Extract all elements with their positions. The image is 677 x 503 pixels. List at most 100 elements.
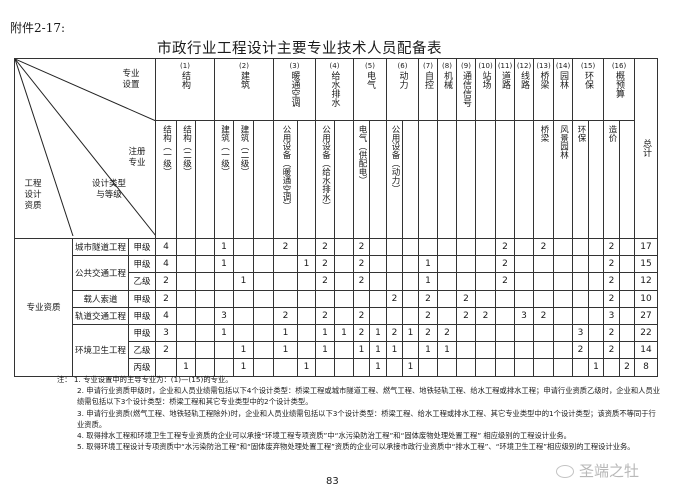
value-cell: 2 bbox=[533, 237, 554, 257]
value-cell bbox=[437, 306, 457, 325]
design-type-cell: 公共交通工程 bbox=[72, 255, 129, 291]
value-cell: 2 bbox=[386, 323, 403, 343]
value-cell: 2 bbox=[572, 341, 589, 360]
value-cell bbox=[195, 255, 215, 274]
value-cell: 2 bbox=[353, 323, 370, 343]
specialty-group-header: (15) 环保 bbox=[572, 58, 604, 121]
registered-specialty-cell: 结构（二级） bbox=[176, 120, 196, 239]
value-cell bbox=[297, 237, 316, 257]
value-cell bbox=[353, 289, 370, 308]
specialty-label: 机械 bbox=[442, 71, 452, 89]
specialty-label: 环保 bbox=[583, 71, 593, 89]
registered-specialty-cell: 环保 bbox=[572, 120, 589, 239]
value-cell bbox=[533, 255, 554, 274]
specialty-label: 结构 bbox=[180, 71, 190, 89]
specialty-group-header: (13) 桥梁 bbox=[533, 58, 554, 121]
registered-specialty-label: 环保 bbox=[576, 125, 586, 142]
specialty-group-header: (6) 动力 bbox=[386, 58, 419, 121]
specialty-number: (16) bbox=[611, 62, 627, 70]
value-cell bbox=[514, 255, 534, 274]
registered-specialty-cell bbox=[418, 120, 438, 239]
value-cell bbox=[588, 272, 604, 291]
note-item: 3. 申请行业资质(燃气工程、地铁轻轨工程除外)时，企业和人员业绩需包括以下3个… bbox=[77, 408, 656, 429]
total-cell: 12 bbox=[634, 272, 658, 291]
value-cell bbox=[402, 289, 419, 308]
value-cell bbox=[588, 306, 604, 325]
value-cell: 2 bbox=[603, 323, 620, 343]
value-cell bbox=[334, 272, 354, 291]
value-cell: 1 bbox=[386, 341, 403, 360]
value-cell: 2 bbox=[315, 255, 335, 274]
registered-specialty-cell bbox=[253, 120, 274, 239]
specialty-number: (6) bbox=[397, 62, 408, 70]
specialty-group-header: (3) 暖通空调 bbox=[273, 58, 316, 121]
value-cell bbox=[297, 272, 316, 291]
specialty-label: 概预算 bbox=[614, 71, 624, 98]
registered-specialty-label: 桥梁 bbox=[539, 125, 549, 142]
specialty-label: 桥梁 bbox=[538, 71, 549, 89]
registered-specialty-cell bbox=[456, 120, 476, 239]
value-cell: 1 bbox=[402, 323, 419, 343]
specialty-label: 园林 bbox=[558, 71, 568, 89]
diagonal-header-cell: 专业设置 注册专业 工程设计资质 设计类型与等级 bbox=[14, 58, 156, 239]
value-cell bbox=[572, 306, 589, 325]
table-row: 乙级 2 1 1 1 1 1 1 1 1 2 2 14 bbox=[15, 341, 658, 360]
value-cell bbox=[553, 341, 573, 360]
value-cell: 1 bbox=[297, 255, 316, 274]
value-cell bbox=[176, 341, 196, 360]
value-cell bbox=[619, 289, 635, 308]
grade-cell: 甲级 bbox=[128, 289, 156, 308]
value-cell bbox=[233, 289, 254, 308]
value-cell bbox=[456, 341, 476, 360]
corner-label-design-type-grade: 设计类型与等级 bbox=[91, 179, 126, 200]
specialty-label: 站场 bbox=[480, 71, 491, 89]
value-cell: 2 bbox=[533, 306, 554, 325]
value-cell: 1 bbox=[315, 323, 335, 343]
registered-specialty-label: 建筑（一级） bbox=[219, 125, 230, 176]
value-cell: 2 bbox=[418, 289, 438, 308]
value-cell bbox=[273, 255, 298, 274]
corner-label-registered-specialty: 注册专业 bbox=[128, 147, 146, 168]
value-cell bbox=[214, 272, 234, 291]
notes: 注： 1. 专业设置中的主导专业为：(1)—(15)的专业。 2. 申请行业资质甲… bbox=[57, 374, 662, 452]
value-cell: 2 bbox=[495, 255, 515, 274]
registered-specialty-cell bbox=[495, 120, 515, 239]
value-cell bbox=[214, 289, 234, 308]
registered-specialty-cell bbox=[619, 120, 635, 239]
wechat-icon bbox=[556, 465, 574, 478]
value-cell: 4 bbox=[155, 255, 177, 274]
value-cell bbox=[297, 306, 316, 325]
value-cell: 3 bbox=[155, 323, 177, 343]
table-row: 公共交通工程 甲级 4 1 1 2 2 1 2 2 15 bbox=[15, 255, 658, 291]
value-cell bbox=[588, 289, 604, 308]
page-title: 市政行业工程设计主要专业技术人员配备表 bbox=[157, 41, 442, 57]
value-cell bbox=[253, 323, 274, 343]
specialty-number: (12) bbox=[516, 62, 532, 70]
registered-specialty-label: 公用设备（暖通空调） bbox=[281, 125, 291, 210]
value-cell bbox=[456, 272, 476, 291]
value-cell bbox=[369, 306, 387, 325]
specialty-number: (1) bbox=[180, 62, 190, 70]
value-cell bbox=[195, 289, 215, 308]
note-item: 2. 申请行业资质甲级时，企业和人员业绩需包括以下4个设计类型：桥梁工程或城市隧… bbox=[77, 386, 661, 407]
value-cell bbox=[514, 237, 534, 257]
value-cell: 1 bbox=[418, 272, 438, 291]
value-cell: 2 bbox=[155, 341, 177, 360]
registered-specialty-cell bbox=[475, 120, 496, 239]
value-cell bbox=[437, 255, 457, 274]
attachment-label: 附件2-17: bbox=[10, 21, 66, 35]
value-cell: 3 bbox=[214, 306, 234, 325]
value-cell bbox=[297, 323, 316, 343]
value-cell bbox=[572, 272, 589, 291]
value-cell: 2 bbox=[315, 306, 335, 325]
total-header: 总计 bbox=[634, 58, 658, 239]
value-cell bbox=[456, 237, 476, 257]
value-cell bbox=[176, 323, 196, 343]
total-cell: 8 bbox=[634, 358, 658, 377]
value-cell: 2 bbox=[603, 255, 620, 274]
grade-cell: 甲级 bbox=[128, 255, 156, 274]
grade-cell: 乙级 bbox=[128, 272, 156, 291]
value-cell: 2 bbox=[353, 306, 370, 325]
specialty-label: 道路 bbox=[500, 71, 510, 89]
value-cell: 3 bbox=[603, 306, 620, 325]
